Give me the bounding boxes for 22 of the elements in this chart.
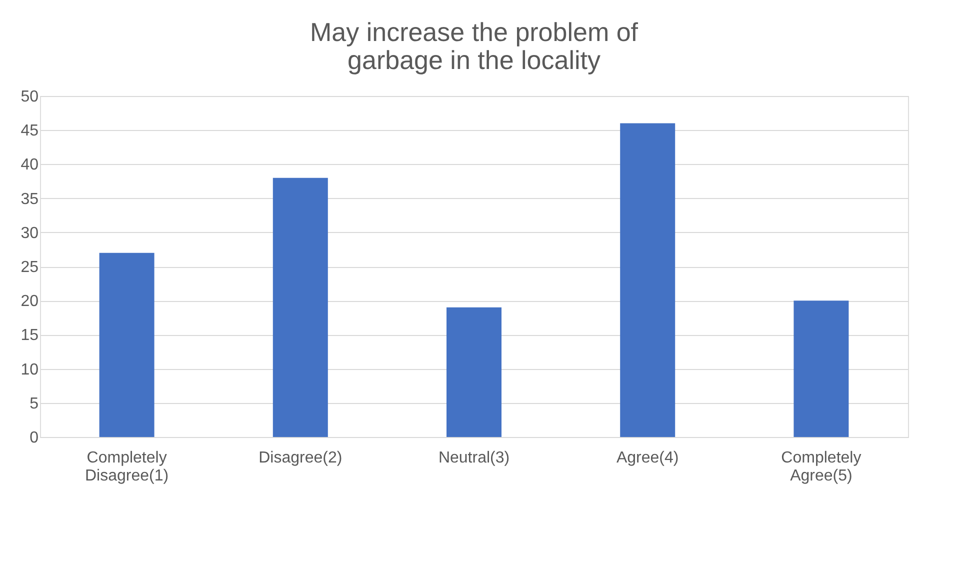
bar [99,252,154,437]
x-tick-label: Neutral(3) [438,450,510,466]
y-tick-label: 45 [20,122,39,140]
y-tick-label: 40 [20,156,39,174]
y-tick-label: 15 [20,327,39,344]
y-tick-label: 50 [20,88,39,106]
chart-title: May increase the problem of garbage in the locality [310,17,639,75]
y-tick-label: 25 [20,259,39,276]
bar [620,123,676,437]
bar [794,300,849,437]
y-tick-label: 5 [30,395,39,412]
y-tick-label: 30 [20,224,39,242]
bar [446,307,502,437]
y-tick-label: 20 [20,293,39,310]
y-tick-label: 35 [20,190,39,208]
x-tick-label: Disagree(2) [258,450,342,466]
x-tick-label: Agree(4) [616,450,679,466]
x-tick-label: Completely Agree(5) [781,450,862,484]
bar [272,178,328,437]
y-tick-label: 10 [20,361,39,378]
y-tick-label: 0 [30,430,39,446]
x-tick-label: Completely Disagree(1) [85,450,169,484]
